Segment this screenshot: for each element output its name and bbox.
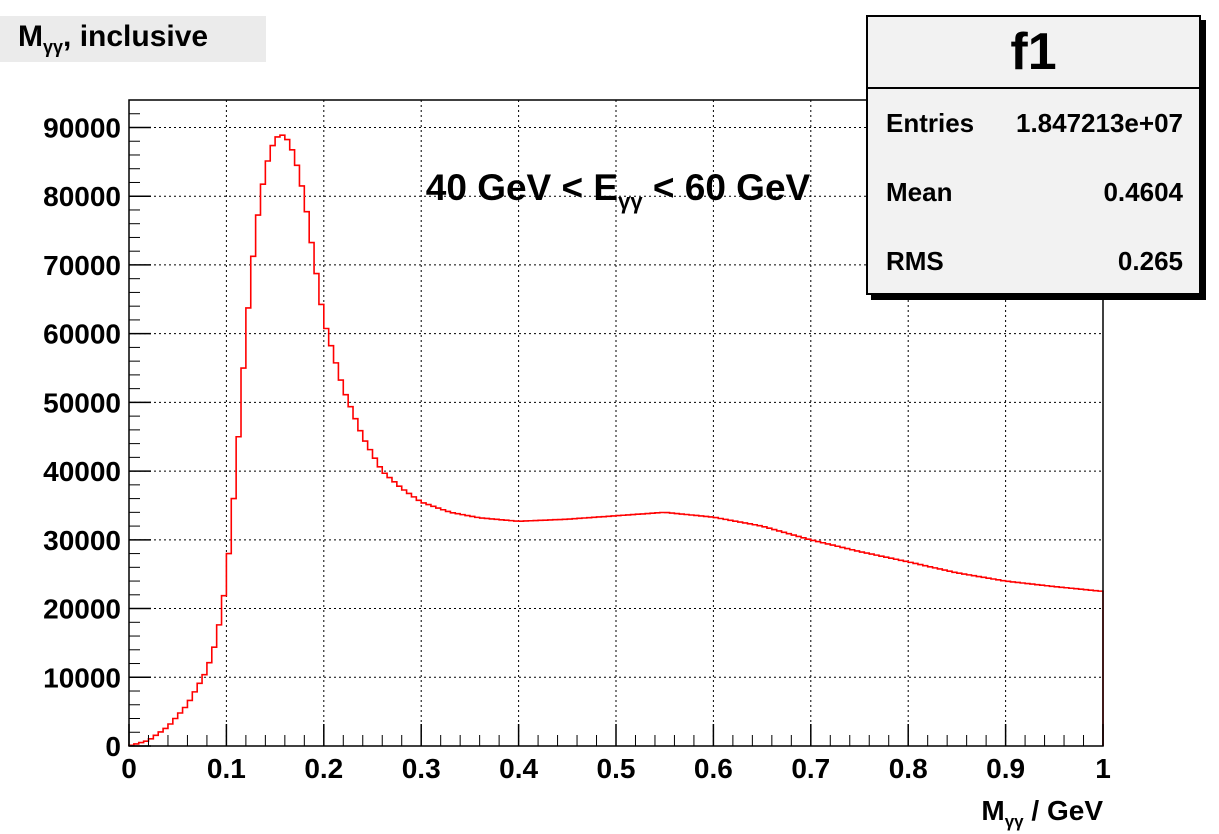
x-axis-label: Mγγ / GeV bbox=[981, 795, 1103, 831]
energy-range-annotation: 40 GeV < Eγγ < 60 GeV bbox=[426, 167, 811, 214]
histogram-line bbox=[128, 134, 1104, 747]
x-tick-labels: 0 0.1 0.2 0.3 0.4 0.5 0.6 0.7 0.8 0.9 1 bbox=[121, 753, 1111, 784]
stats-row-mean: Mean 0.4604 bbox=[868, 158, 1199, 227]
stats-header: f1 bbox=[868, 17, 1199, 89]
x-tick-label: 0.2 bbox=[304, 753, 343, 784]
stats-row-rms: RMS 0.265 bbox=[868, 227, 1199, 296]
x-tick-label: 0.8 bbox=[889, 753, 928, 784]
y-tick-label: 10000 bbox=[43, 662, 121, 693]
histogram-name: f1 bbox=[1010, 23, 1057, 81]
x-tick-label: 0 bbox=[121, 753, 137, 784]
y-tick-label: 60000 bbox=[43, 319, 121, 350]
histogram-series bbox=[128, 134, 1104, 747]
x-tick-label: 0.5 bbox=[597, 753, 636, 784]
axes bbox=[128, 99, 1104, 747]
stats-label: Mean bbox=[886, 177, 953, 207]
x-tick-label: 0.6 bbox=[694, 753, 733, 784]
stats-label: RMS bbox=[886, 246, 944, 276]
x-tick-label: 0.4 bbox=[499, 753, 538, 784]
x-tick-label: 0.3 bbox=[402, 753, 441, 784]
x-tick-label: 0.7 bbox=[791, 753, 830, 784]
canvas-title: Mγγ, inclusive bbox=[18, 20, 209, 57]
x-tick-label: 0.1 bbox=[207, 753, 246, 784]
stats-value: 0.4604 bbox=[1103, 177, 1183, 207]
y-tick-label: 70000 bbox=[43, 250, 121, 281]
stats-row-entries: Entries 1.847213e+07 bbox=[868, 89, 1199, 158]
stats-value: 1.847213e+07 bbox=[1015, 108, 1183, 138]
y-tick-labels: 0 10000 20000 30000 40000 50000 60000 70000 8000… bbox=[43, 112, 121, 762]
y-tick-label: 90000 bbox=[43, 112, 121, 143]
y-tick-label: 80000 bbox=[43, 181, 121, 212]
y-tick-label: 20000 bbox=[43, 594, 121, 625]
y-tick-label: 50000 bbox=[43, 387, 121, 418]
y-tick-label: 0 bbox=[105, 731, 121, 762]
stats-value: 0.265 bbox=[1117, 246, 1183, 276]
y-tick-label: 30000 bbox=[43, 525, 121, 556]
x-tick-label: 1 bbox=[1095, 753, 1111, 784]
stats-label: Entries bbox=[886, 108, 975, 138]
x-tick-label: 0.9 bbox=[986, 753, 1025, 784]
stats-box: f1 Entries 1.847213e+07 Mean 0.4604 RMS … bbox=[866, 15, 1201, 295]
canvas-title-box bbox=[0, 16, 266, 62]
y-tick-label: 40000 bbox=[43, 456, 121, 487]
